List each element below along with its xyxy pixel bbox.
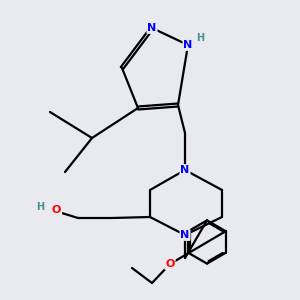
Text: O: O <box>165 259 175 269</box>
Text: N: N <box>147 23 157 33</box>
Text: N: N <box>180 165 190 175</box>
Text: H: H <box>196 33 205 43</box>
Text: N: N <box>180 230 190 240</box>
Text: H: H <box>37 202 45 212</box>
Text: O: O <box>52 205 61 215</box>
Text: N: N <box>183 40 193 50</box>
